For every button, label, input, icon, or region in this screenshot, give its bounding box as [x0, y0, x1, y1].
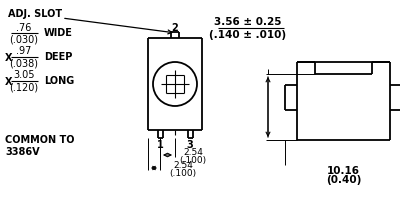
Text: (.100): (.100): [170, 169, 196, 177]
Text: DEEP: DEEP: [44, 52, 72, 62]
Text: 3386V: 3386V: [5, 147, 40, 157]
Text: (.140 ± .010): (.140 ± .010): [210, 30, 286, 40]
Text: .97: .97: [16, 46, 32, 56]
Text: X: X: [5, 77, 12, 87]
Text: (.038): (.038): [10, 58, 38, 68]
Text: (.100): (.100): [180, 155, 206, 165]
Text: (.120): (.120): [10, 82, 38, 92]
Text: .76: .76: [16, 23, 32, 33]
Text: X: X: [5, 53, 12, 63]
Text: ADJ. SLOT: ADJ. SLOT: [8, 9, 62, 19]
Text: 3: 3: [187, 140, 193, 150]
Text: WIDE: WIDE: [44, 28, 73, 38]
Text: (.030): (.030): [10, 34, 38, 44]
Text: LONG: LONG: [44, 76, 74, 86]
Text: 2.54: 2.54: [183, 148, 203, 157]
Text: 2.54: 2.54: [173, 160, 193, 170]
Text: 1: 1: [157, 140, 163, 150]
Text: 3.56 ± 0.25: 3.56 ± 0.25: [214, 17, 282, 27]
Text: (0.40): (0.40): [326, 175, 361, 185]
Text: 10.16: 10.16: [327, 166, 360, 176]
Text: 2: 2: [172, 23, 178, 33]
Text: COMMON TO: COMMON TO: [5, 135, 74, 145]
Text: 3.05: 3.05: [13, 70, 35, 80]
